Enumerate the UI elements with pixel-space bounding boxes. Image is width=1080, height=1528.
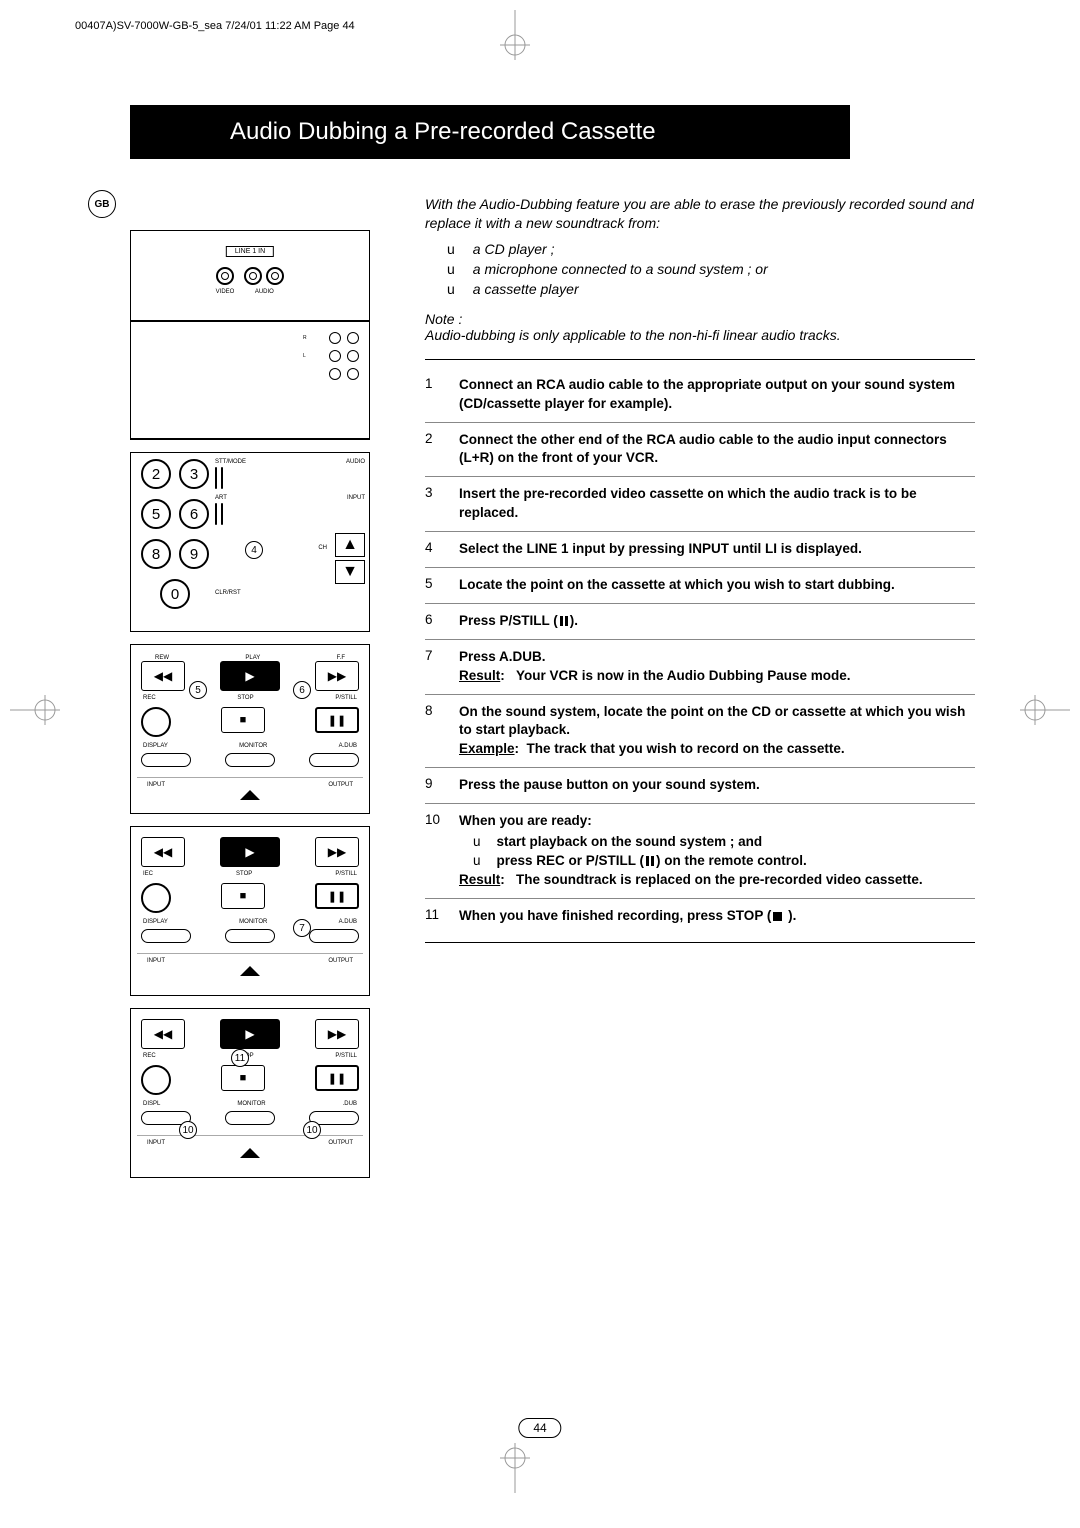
connection-diagram: LINE 1 IN VIDEO AUDIO R L (130, 230, 370, 440)
step-row: 9Press the pause button on your sound sy… (425, 768, 975, 804)
title-bar: Audio Dubbing a Pre-recorded Cassette (130, 105, 850, 159)
intro-item: a microphone connected to a sound system… (447, 261, 975, 277)
rule-bottom (425, 942, 975, 943)
remote-diagram: 23 56 89 0 STT/MODEAUDIO ARTINPUT ▲ ▼ 4 … (130, 452, 370, 632)
audio-label: AUDIO (244, 289, 284, 295)
step-row: 7 Press A.DUB. Result: Your VCR is now i… (425, 639, 975, 694)
step-row: 5Locate the point on the cassette at whi… (425, 568, 975, 604)
intro-item: a CD player ; (447, 241, 975, 257)
step-row: 2Connect the other end of the RCA audio … (425, 422, 975, 477)
page-number: 44 (518, 1418, 561, 1438)
crop-mark-left (10, 685, 60, 740)
line1-label: LINE 1 IN (226, 246, 274, 257)
intro-list: a CD player ; a microphone connected to … (425, 241, 975, 297)
step-row: 4Select the LINE 1 input by pressing INP… (425, 532, 975, 568)
page-title: Audio Dubbing a Pre-recorded Cassette (230, 118, 656, 146)
video-label: VIDEO (216, 289, 235, 295)
diagram-column: LINE 1 IN VIDEO AUDIO R L 23 (130, 230, 370, 1190)
step-row: 3Insert the pre-recorded video cassette … (425, 477, 975, 532)
print-tag: 00407A)SV-7000W-GB-5_sea 7/24/01 11:22 A… (75, 20, 355, 32)
step-row: 6Press P/STILL (). (425, 603, 975, 639)
control-panel-a: REWPLAYF.F ◀◀ ▶ ▶▶ 5 6 RECSTOPP/STILL ■ … (130, 644, 370, 814)
step-row: 1Connect an RCA audio cable to the appro… (425, 368, 975, 422)
step-row: 8 On the sound system, locate the point … (425, 694, 975, 768)
intro-text: With the Audio-Dubbing feature you are a… (425, 195, 975, 233)
content-column: With the Audio-Dubbing feature you are a… (425, 195, 975, 951)
region-badge: GB (88, 190, 116, 218)
steps-table: 1Connect an RCA audio cable to the appro… (425, 368, 975, 934)
step-row: 10 When you are ready: start playback on… (425, 804, 975, 899)
intro-item: a cassette player (447, 281, 975, 297)
crop-mark-bottom (490, 1443, 540, 1498)
control-panel-c: ◀◀ ▶ ▶▶ RECSTOPP/STILL ■ ❚❚ 11 DISPLMONI… (130, 1008, 370, 1178)
note-label: Note : (425, 311, 975, 327)
crop-mark-right (1020, 685, 1070, 740)
control-panel-b: ◀◀ ▶ ▶▶ IECSTOPP/STILL ■ ❚❚ 7 DISPLAYMON… (130, 826, 370, 996)
step-row: 11When you have finished recording, pres… (425, 898, 975, 933)
note-text: Audio-dubbing is only applicable to the … (425, 327, 975, 343)
rule-top (425, 359, 975, 360)
crop-mark-top (490, 10, 540, 65)
